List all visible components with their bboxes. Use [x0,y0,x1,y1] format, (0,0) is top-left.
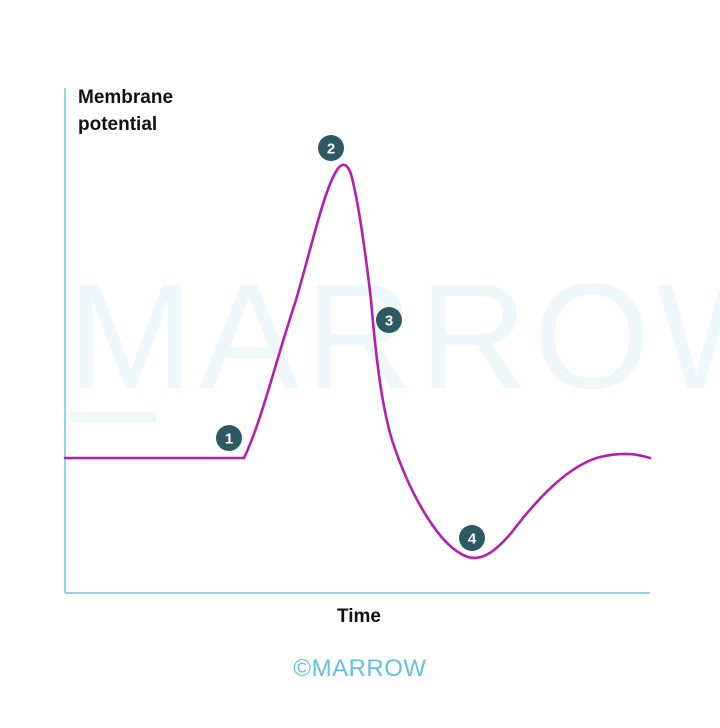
y-axis-title-line2: potential [78,114,157,135]
watermark-text: MARROW [68,252,720,420]
marker-1: 1 [216,425,242,451]
marker-3-label: 3 [385,313,393,330]
marker-2-label: 2 [327,141,335,158]
marker-1-circle [216,425,242,451]
marker-1-label: 1 [225,431,233,448]
marker-3: 3 [376,307,402,333]
marker-3-circle [376,307,402,333]
action-potential-curve [63,163,652,560]
y-axis-title-line1: Membrane [78,87,173,108]
marrow-logo: ©MARROW [293,655,427,682]
x-axis-title: Time [337,606,381,627]
marker-4-circle [459,525,485,551]
marker-4-label: 4 [468,531,477,548]
marker-2: 2 [318,135,344,161]
watermark-underline [70,412,156,422]
marker-2-circle [318,135,344,161]
marker-4: 4 [459,525,485,551]
watermark: MARROW [68,252,720,422]
